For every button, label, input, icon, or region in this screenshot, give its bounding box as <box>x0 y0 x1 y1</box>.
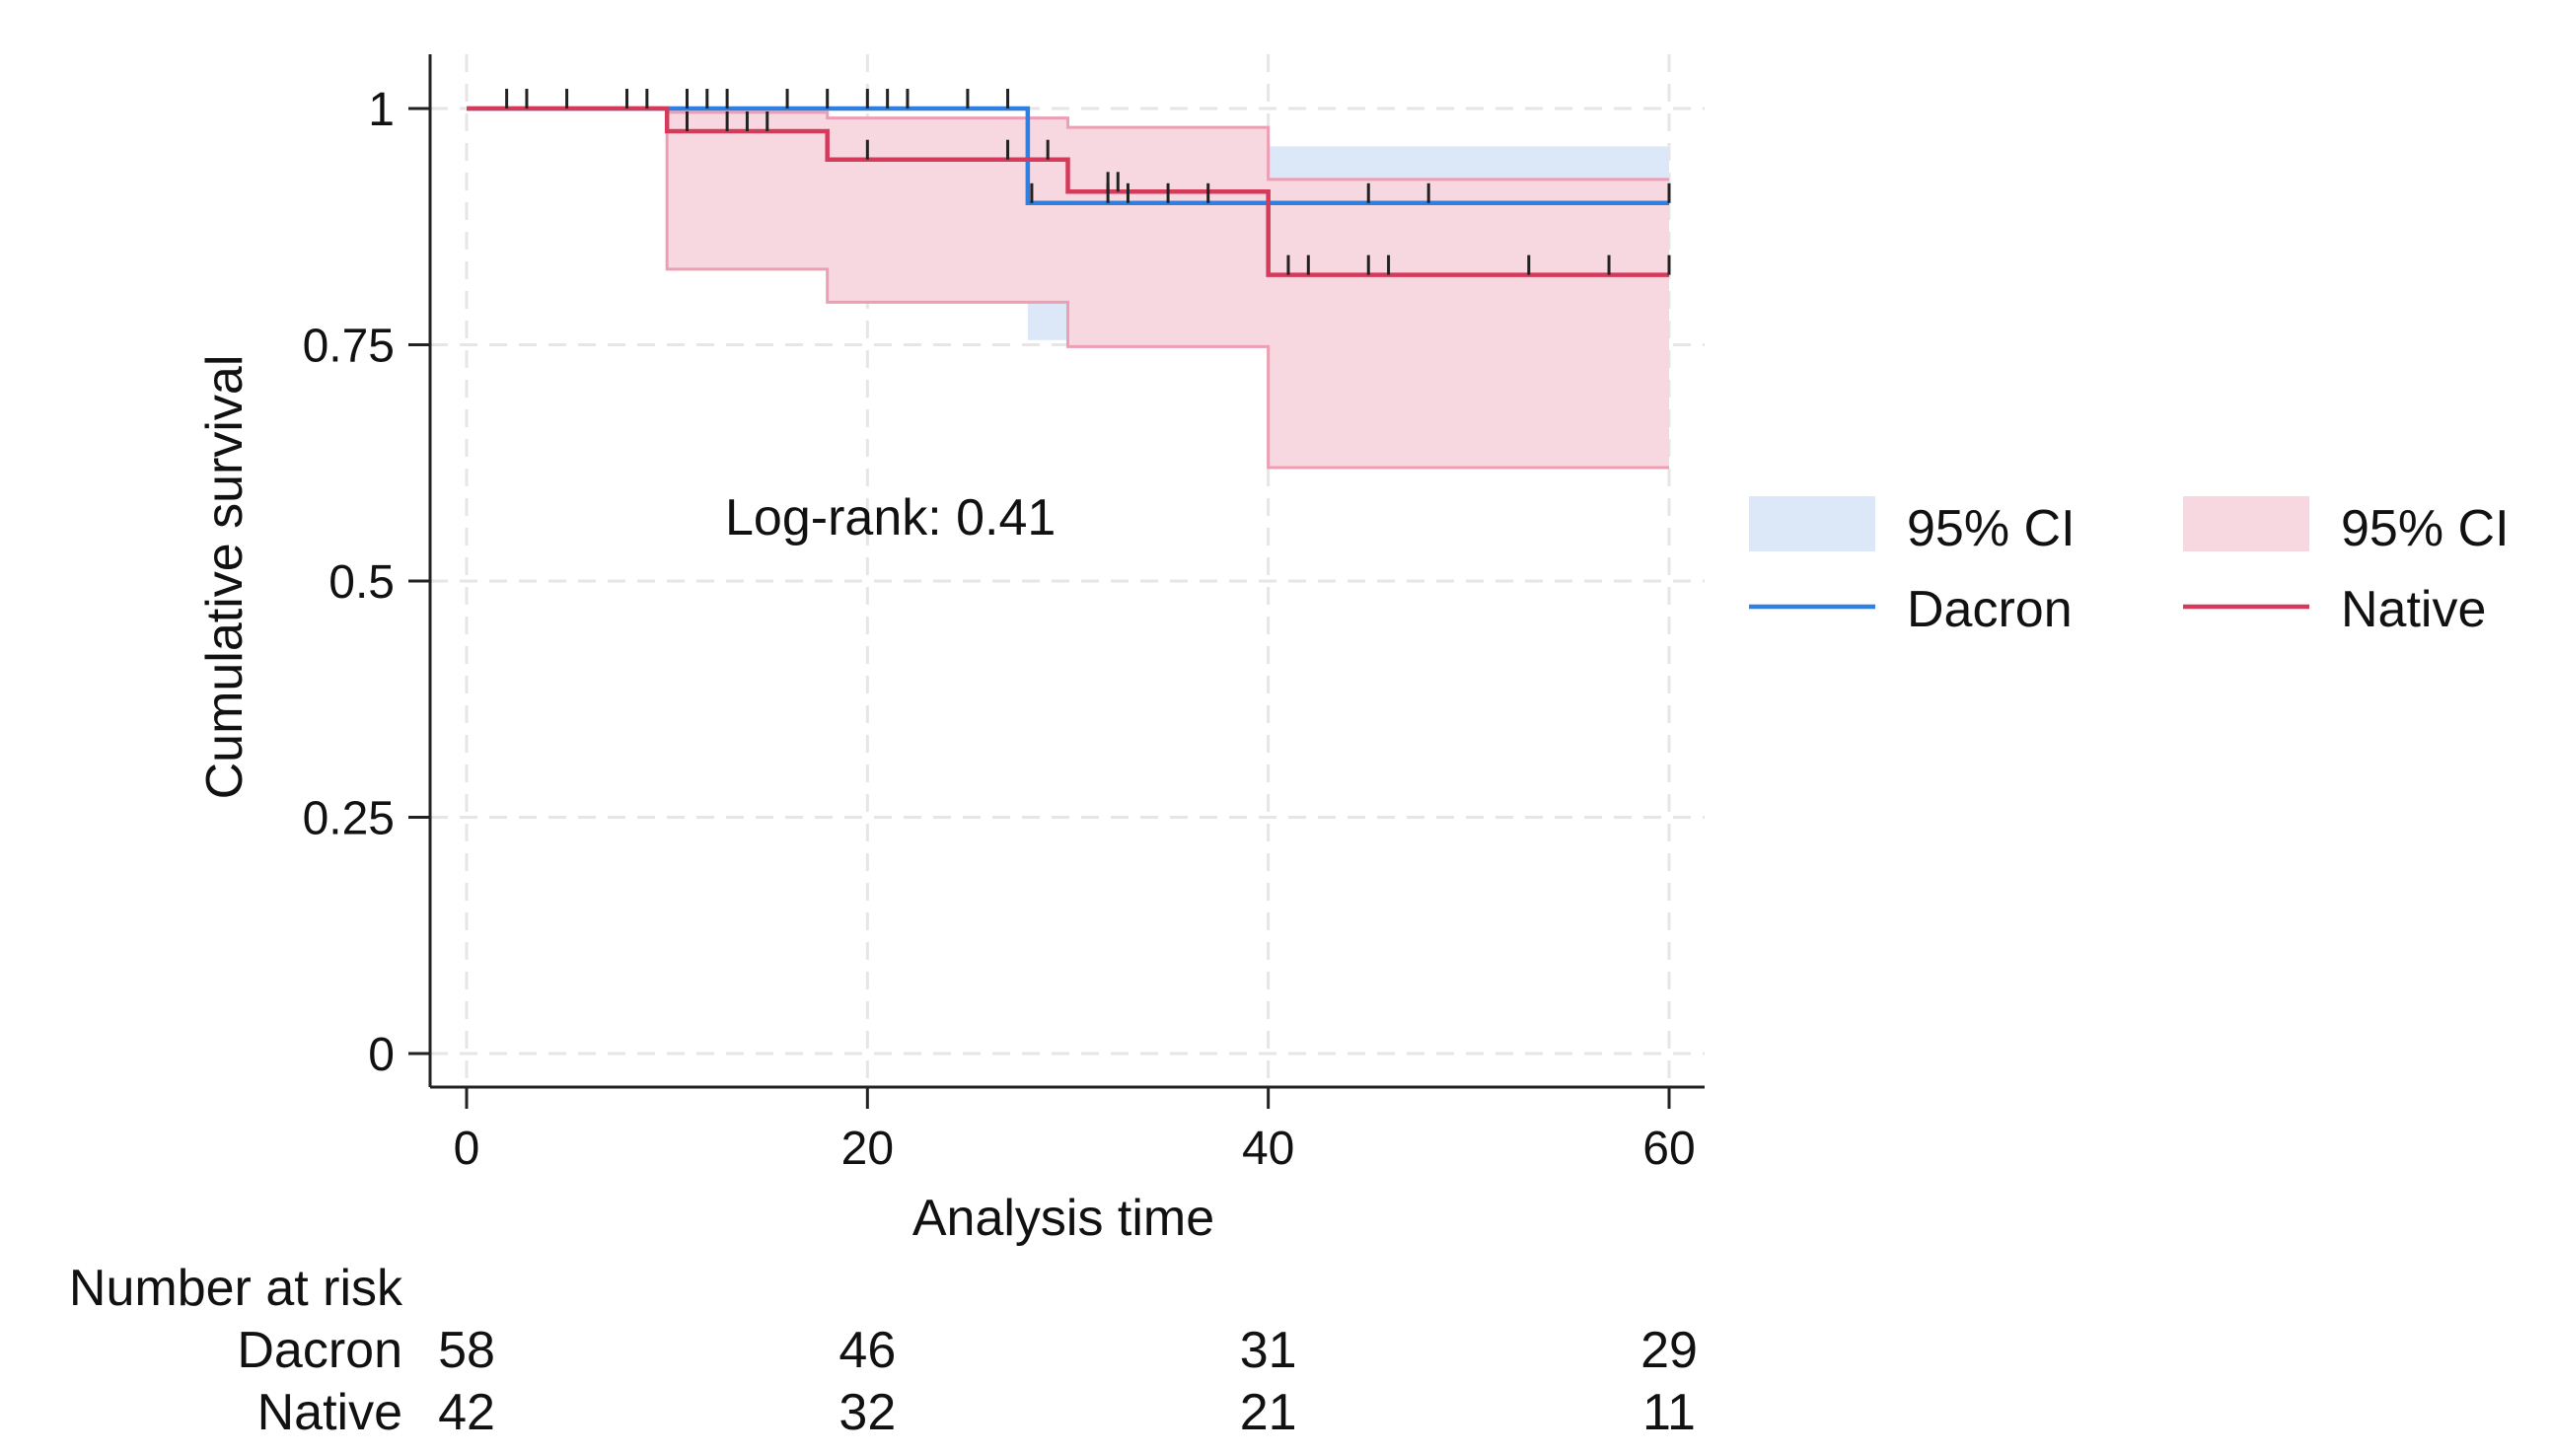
x-tick-label: 20 <box>841 1123 894 1175</box>
risk-value: 42 <box>438 1384 495 1441</box>
risk-value: 21 <box>1240 1384 1297 1441</box>
risk-value: 11 <box>1642 1384 1696 1441</box>
risk-value: 29 <box>1640 1322 1698 1379</box>
risk-table: Number at risk Dacron 58 46 31 29 Native 42 32 2… <box>69 1260 1698 1441</box>
risk-value: 46 <box>838 1322 896 1379</box>
risk-value: 32 <box>838 1384 896 1441</box>
x-tick-label: 60 <box>1642 1123 1695 1175</box>
ci-lower-edge-native <box>467 107 1669 470</box>
log-rank-annotation: Log-rank: 0.41 <box>725 489 1056 546</box>
y-tick-label: 0.25 <box>303 793 395 845</box>
survival-line-native <box>467 106 1669 277</box>
axes: 0 0.25 0.5 0.75 1 0 20 40 60 <box>303 54 1705 1175</box>
x-tick-label: 40 <box>1242 1123 1294 1175</box>
y-tick-label: 1 <box>368 84 395 136</box>
legend-label: Dacron <box>1907 581 2073 638</box>
legend-swatch-ci-dacron <box>1749 496 1875 551</box>
legend: 95% CI 95% CI Dacron Native <box>1749 496 2510 638</box>
legend-label: Native <box>2341 581 2486 638</box>
risk-table-title: Number at risk <box>69 1260 403 1317</box>
y-tick-label: 0 <box>368 1029 395 1081</box>
y-tick-label: 0.5 <box>328 556 395 609</box>
legend-label: 95% CI <box>2341 500 2510 557</box>
x-tick-label: 0 <box>454 1123 480 1175</box>
y-axis-title: Cumulative survival <box>196 355 254 800</box>
y-tick-label: 0.75 <box>303 321 395 373</box>
legend-swatch-ci-native <box>2183 496 2309 551</box>
risk-row-label: Native <box>257 1384 402 1441</box>
x-axis-title: Analysis time <box>912 1190 1214 1247</box>
censor-marks <box>505 89 1671 275</box>
risk-value: 31 <box>1240 1322 1297 1379</box>
survival-line-dacron <box>467 106 1669 206</box>
legend-label: 95% CI <box>1907 500 2076 557</box>
risk-row-label: Dacron <box>237 1322 402 1379</box>
survival-curves <box>467 106 1669 277</box>
risk-value: 58 <box>438 1322 495 1379</box>
